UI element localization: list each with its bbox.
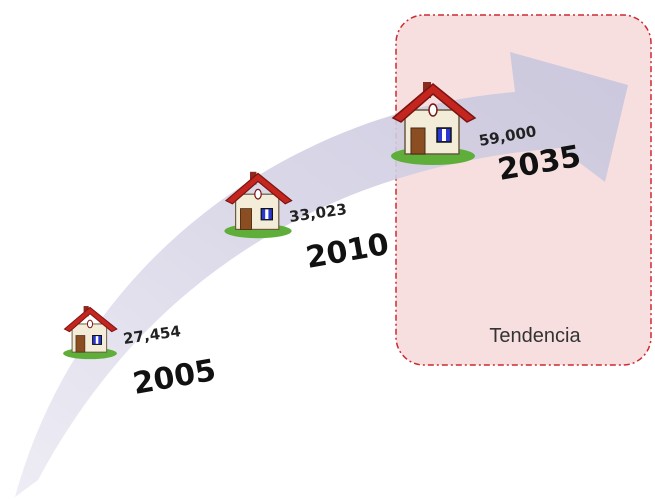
diagram: 27,454 2005 33,023 2010 59,000 2035 Tend…: [0, 0, 655, 502]
page: 27,454 2005 33,023 2010 59,000 2035 Tend…: [0, 0, 655, 502]
year-label: 2005: [130, 353, 218, 402]
year-label: 2010: [303, 227, 391, 276]
trend-label: Tendencia: [489, 325, 581, 347]
